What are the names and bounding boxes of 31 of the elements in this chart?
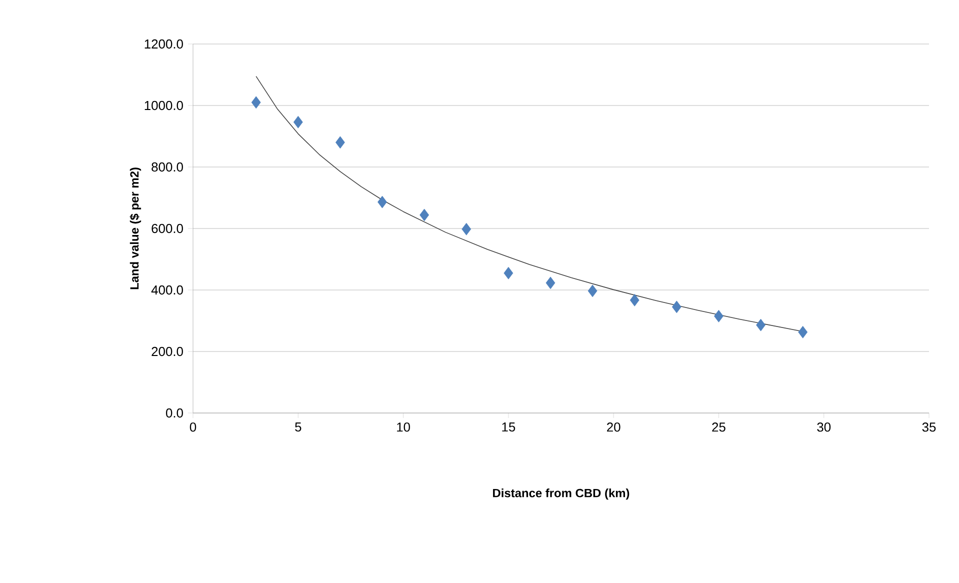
point <box>293 116 303 128</box>
point <box>546 276 556 290</box>
point <box>336 136 345 149</box>
y-tick-label: 800.0 <box>152 162 183 172</box>
point <box>714 310 724 322</box>
point <box>251 96 261 109</box>
x-tick-label: 20 <box>607 422 620 432</box>
x-axis-title: Distance from CBD (km) <box>493 488 630 500</box>
point <box>420 208 430 222</box>
y-tick-label: 1200.0 <box>144 39 183 49</box>
point <box>672 300 682 314</box>
point <box>504 266 514 280</box>
x-tick-label: 30 <box>817 422 831 432</box>
y-tick-label: 1000.0 <box>144 100 183 110</box>
y-tick-label: 400.0 <box>151 285 183 295</box>
y-axis-title: Land value ($ per m2) <box>130 168 142 290</box>
point <box>378 196 387 208</box>
y-tick-label: 600.0 <box>152 224 183 234</box>
y-tick-label: 0.0 <box>166 408 183 418</box>
x-tick-label: 25 <box>712 422 726 432</box>
point <box>798 326 808 338</box>
x-tick-label: 15 <box>502 422 516 432</box>
x-tick-label: 10 <box>397 422 410 432</box>
y-tick-label: 200.0 <box>152 346 183 356</box>
x-tick-label: 0 <box>190 422 196 432</box>
point <box>462 222 472 236</box>
x-tick-label: 5 <box>295 422 302 432</box>
point <box>630 294 640 306</box>
point <box>588 284 598 298</box>
x-tick-label: 35 <box>922 422 936 432</box>
point <box>756 318 766 332</box>
